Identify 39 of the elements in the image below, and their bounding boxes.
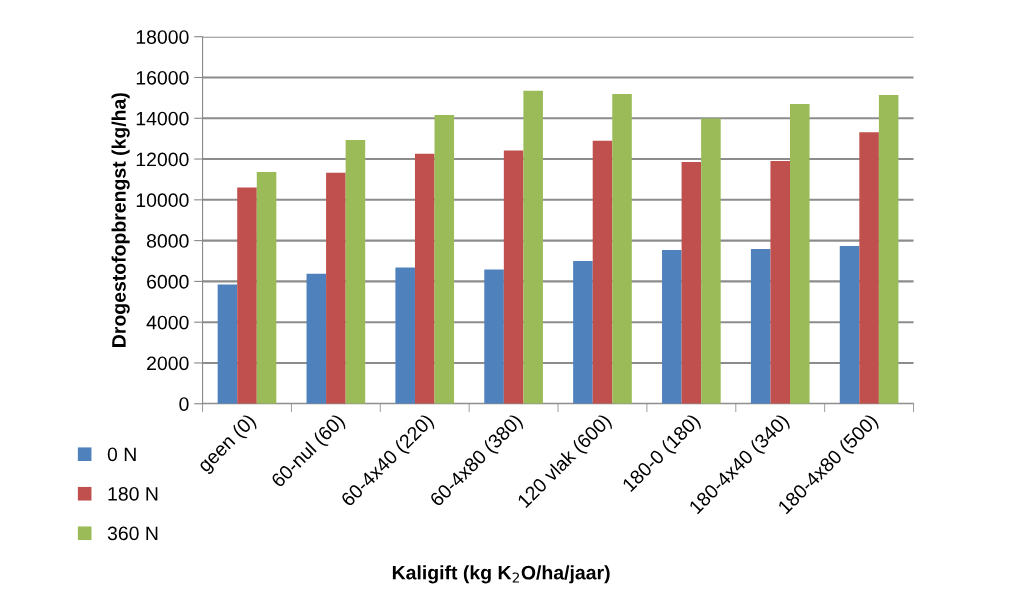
- legend-label: 180 N: [108, 486, 158, 501]
- bar: [306, 273, 327, 404]
- y-tick-label: 6000: [147, 274, 189, 289]
- bar: [414, 153, 435, 404]
- bar: [523, 90, 543, 404]
- legend-label: 360 N: [107, 526, 158, 541]
- bar: [395, 267, 415, 404]
- x-axis-title: Kaligift (kg K$_{2}$O/ha/jaar): [392, 565, 610, 584]
- bar: [859, 132, 879, 404]
- y-tick-label: 18000: [136, 30, 189, 44]
- bar: [750, 248, 771, 404]
- bar: [662, 250, 682, 404]
- bar: [592, 140, 613, 404]
- bar: [681, 162, 702, 404]
- bar: [790, 103, 810, 404]
- bar: [503, 150, 524, 404]
- y-tick-label: 12000: [136, 152, 189, 167]
- y-tick-label: 10000: [136, 193, 189, 208]
- bar: [256, 172, 277, 404]
- legend-label: 0 N: [107, 447, 136, 462]
- bar: [701, 118, 721, 404]
- bar: [839, 245, 860, 404]
- bar: [326, 172, 346, 404]
- bar: [237, 187, 257, 404]
- bar: [484, 269, 504, 404]
- y-tick-label: 14000: [136, 111, 189, 126]
- bar: [217, 284, 238, 404]
- bar: [878, 95, 899, 404]
- y-tick-label: 2000: [147, 356, 189, 371]
- bar: [345, 140, 366, 404]
- y-tick-label: 0: [179, 397, 189, 411]
- bar: [612, 94, 632, 404]
- y-tick-label: 16000: [136, 70, 189, 85]
- bar: [434, 115, 455, 404]
- y-tick-label: 8000: [146, 234, 189, 248]
- y-axis-title: Drogestofopbrengst (kg/ha): [111, 93, 130, 347]
- bar: [770, 161, 791, 404]
- bar: [573, 261, 593, 404]
- y-tick-label: 4000: [146, 315, 189, 330]
